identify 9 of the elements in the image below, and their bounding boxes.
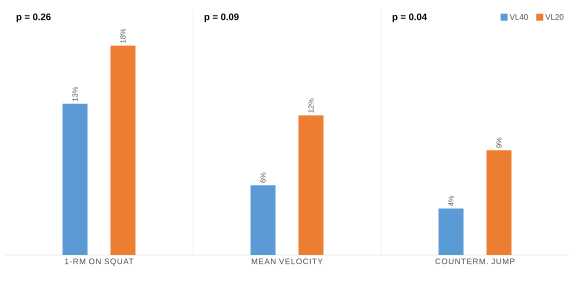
bar bbox=[62, 104, 88, 255]
bar bbox=[110, 46, 136, 255]
bar bbox=[486, 150, 512, 255]
text: p = 0.26 bbox=[16, 14, 51, 22]
bar bbox=[298, 115, 324, 255]
bar bbox=[438, 208, 464, 255]
bar bbox=[250, 185, 276, 255]
text: p = 0.04 bbox=[392, 14, 427, 22]
text: p = 0.09 bbox=[204, 14, 239, 22]
